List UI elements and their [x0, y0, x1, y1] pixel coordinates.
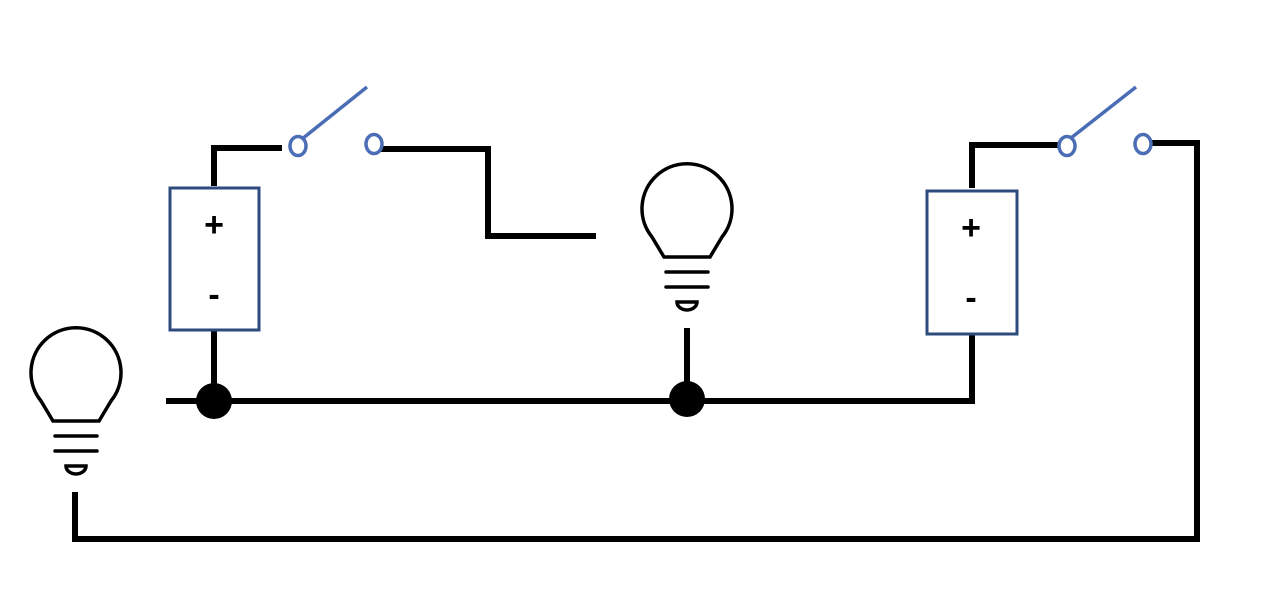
wire-right-battery-to-switch: [969, 142, 1058, 188]
bulb-left-icon: [29, 326, 123, 476]
switch-left-lever: [300, 85, 369, 141]
wire-main-bus: [166, 334, 975, 404]
switch-right-lever: [1069, 85, 1138, 140]
bulb-center-icon: [640, 162, 734, 312]
wire-return-loop: [72, 140, 1200, 542]
switch-right: [1057, 85, 1153, 158]
battery-left-plus-label: +: [204, 206, 224, 244]
battery-right-minus-label: -: [965, 279, 976, 317]
battery-right: + -: [925, 189, 1019, 336]
wire-left-switch-to-open-end: [380, 146, 596, 239]
battery-right-plus-label: +: [961, 209, 981, 247]
switch-left-contact-a: [288, 134, 308, 158]
battery-left: + -: [168, 186, 261, 332]
switch-right-contact-a: [1057, 134, 1077, 158]
switch-right-contact-b: [1133, 132, 1153, 156]
junction-dot-center: [669, 381, 705, 417]
switch-left-contact-b: [364, 132, 384, 156]
switch-left: [288, 85, 384, 158]
battery-left-minus-label: -: [208, 276, 219, 314]
junction-dot-left: [196, 383, 232, 419]
wire-left-battery-to-switch: [211, 145, 282, 186]
